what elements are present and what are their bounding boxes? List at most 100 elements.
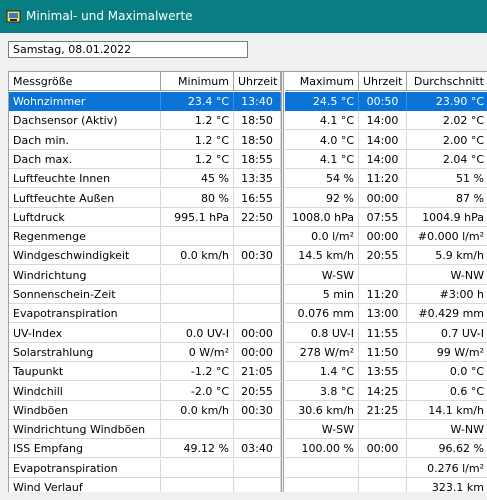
- cell-max-time: 00:00: [359, 439, 407, 459]
- cell-maximum: 0.8 UV-I: [285, 323, 359, 343]
- cell-max-time: 11:50: [359, 342, 407, 362]
- table-row[interactable]: Windrichtung W-SW W-NW: [9, 265, 487, 285]
- table-row[interactable]: Luftfeuchte Außen 80 % 16:55 92 % 00:00 87 %: [9, 188, 487, 208]
- cell-name: Taupunkt: [9, 362, 161, 382]
- table-row[interactable]: UV-Index 0.0 UV-I 00:00 0.8 UV-I 11:55 0.7 UV…: [9, 323, 487, 343]
- table-row[interactable]: Dach min. 1.2 °C 18:50 4.0 °C 14:00 2.00 °C: [9, 130, 487, 150]
- cell-maximum: W-SW: [285, 265, 359, 285]
- date-field[interactable]: Samstag, 08.01.2022: [8, 41, 248, 58]
- cell-min-time: 03:40: [234, 439, 281, 459]
- cell-average: #0.000 l/m²: [407, 227, 487, 247]
- weather-station-icon: [6, 10, 21, 23]
- cell-max-time: 11:20: [359, 285, 407, 304]
- col-header-avg[interactable]: Durchschnitt: [407, 72, 487, 91]
- cell-average: 2.04 °C: [407, 150, 487, 169]
- cell-name: Evapotranspiration: [9, 458, 161, 478]
- cell-average: 323.1 km: [407, 478, 487, 492]
- cell-name: Solarstrahlung: [9, 342, 161, 362]
- values-table: Messgröße Minimum Uhrzeit Maximum Uhrzei…: [8, 71, 487, 492]
- cell-minimum: [161, 478, 234, 492]
- table-row[interactable]: Wohnzimmer 23.4 °C 13:40 24.5 °C 00:50 23.90 …: [9, 92, 487, 111]
- cell-average: W-NW: [407, 420, 487, 440]
- cell-minimum: 995.1 hPa: [161, 207, 234, 227]
- cell-name: Windgeschwindigkeit: [9, 246, 161, 266]
- cell-max-time: 00:00: [359, 188, 407, 208]
- cell-average: 2.02 °C: [407, 111, 487, 131]
- cell-average: 99 W/m²: [407, 343, 487, 362]
- cell-min-time: 13:40: [234, 92, 281, 111]
- cell-max-time: 11:55: [359, 323, 407, 343]
- cell-minimum: 80 %: [161, 188, 234, 208]
- cell-max-time: 14:00: [359, 130, 407, 150]
- table-row[interactable]: Evapotranspiration 0.076 mm 13:00 #0.429 mm: [9, 304, 487, 324]
- table-row[interactable]: Windchill -2.0 °C 20:55 3.8 °C 14:25 0.6 °C: [9, 381, 487, 401]
- cell-minimum: [161, 304, 234, 324]
- cell-name: Regenmenge: [9, 227, 161, 247]
- table-row[interactable]: Solarstrahlung 0 W/m² 00:00 278 W/m² 11:50 99…: [9, 342, 487, 362]
- table-row[interactable]: Windrichtung Windböen W-SW W-NW: [9, 420, 487, 440]
- cell-average: #3:00 h: [407, 285, 487, 304]
- cell-min-time: 16:55: [234, 188, 281, 208]
- cell-name: UV-Index: [9, 323, 161, 343]
- table-row[interactable]: Dach max. 1.2 °C 18:55 4.1 °C 14:00 2.04 °C: [9, 149, 487, 169]
- cell-maximum: 54 %: [285, 169, 359, 189]
- cell-max-time: 07:55: [359, 207, 407, 227]
- table-row[interactable]: ISS Empfang 49.12 % 03:40 100.00 % 00:00 96.6…: [9, 439, 487, 459]
- cell-max-time: [359, 478, 407, 492]
- cell-average: 0.0 °C: [407, 362, 487, 382]
- table-row[interactable]: Sonnenschein-Zeit 5 min 11:20 #3:00 h: [9, 285, 487, 304]
- cell-min-time: [234, 458, 281, 478]
- cell-minimum: 0 W/m²: [161, 342, 234, 362]
- cell-average: 96.62 %: [407, 439, 487, 459]
- table-row[interactable]: Wind Verlauf 323.1 km: [9, 478, 487, 492]
- col-header-min[interactable]: Minimum: [161, 72, 234, 91]
- col-header-max-time[interactable]: Uhrzeit: [359, 72, 407, 91]
- table-row[interactable]: Evapotranspiration 0.276 l/m²: [9, 458, 487, 478]
- cell-max-time: [359, 265, 407, 285]
- table-row[interactable]: Regenmenge 0.0 l/m² 00:00 #0.000 l/m²: [9, 227, 487, 247]
- cell-maximum: 4.1 °C: [285, 111, 359, 131]
- cell-average: 0.6 °C: [407, 382, 487, 401]
- table-row[interactable]: Windböen 0.0 km/h 00:30 30.6 km/h 21:25 14.1 …: [9, 400, 487, 420]
- column-separator: [281, 72, 284, 492]
- cell-max-time: 00:00: [359, 227, 407, 247]
- table-row[interactable]: Luftfeuchte Innen 45 % 13:35 54 % 11:20 51 %: [9, 169, 487, 189]
- cell-min-time: 20:55: [234, 381, 281, 401]
- cell-minimum: -1.2 °C: [161, 362, 234, 382]
- cell-name: ISS Empfang: [9, 439, 161, 459]
- cell-maximum: 0.076 mm: [285, 304, 359, 324]
- cell-name: Luftfeuchte Innen: [9, 169, 161, 189]
- cell-average: 87 %: [407, 189, 487, 208]
- cell-average: #0.429 mm: [407, 304, 487, 324]
- cell-name: Wind Verlauf: [9, 478, 161, 492]
- col-header-min-time[interactable]: Uhrzeit: [234, 72, 281, 91]
- cell-min-time: 13:35: [234, 169, 281, 189]
- table-row[interactable]: Luftdruck 995.1 hPa 22:50 1008.0 hPa 07:55 10…: [9, 207, 487, 227]
- cell-average: 14.1 km/h: [407, 401, 487, 420]
- cell-max-time: 14:25: [359, 381, 407, 401]
- cell-max-time: 13:00: [359, 304, 407, 324]
- cell-minimum: 1.2 °C: [161, 111, 234, 131]
- table-row[interactable]: Windgeschwindigkeit 0.0 km/h 00:30 14.5 km/…: [9, 246, 487, 266]
- cell-maximum: 1.4 °C: [285, 362, 359, 382]
- cell-min-time: [234, 304, 281, 324]
- cell-min-time: 00:30: [234, 400, 281, 420]
- cell-maximum: 4.1 °C: [285, 149, 359, 169]
- cell-minimum: 1.2 °C: [161, 149, 234, 169]
- col-header-max[interactable]: Maximum: [285, 72, 359, 91]
- table-row[interactable]: Taupunkt -1.2 °C 21:05 1.4 °C 13:55 0.0 °C: [9, 362, 487, 382]
- cell-minimum: 0.0 km/h: [161, 400, 234, 420]
- cell-average: 1004.9 hPa: [407, 208, 487, 227]
- col-header-name[interactable]: Messgröße: [9, 72, 161, 91]
- cell-average: 0.276 l/m²: [407, 459, 487, 478]
- cell-name: Windchill: [9, 381, 161, 401]
- cell-name: Dachsensor (Aktiv): [9, 111, 161, 131]
- cell-maximum: 92 %: [285, 188, 359, 208]
- table-row[interactable]: Dachsensor (Aktiv) 1.2 °C 18:50 4.1 °C 14:00…: [9, 111, 487, 131]
- cell-maximum: 4.0 °C: [285, 130, 359, 150]
- cell-name: Dach max.: [9, 149, 161, 169]
- cell-min-time: 22:50: [234, 207, 281, 227]
- window-title: Minimal- und Maximalwerte: [26, 9, 193, 23]
- cell-maximum: 0.0 l/m²: [285, 227, 359, 247]
- cell-minimum: 49.12 %: [161, 439, 234, 459]
